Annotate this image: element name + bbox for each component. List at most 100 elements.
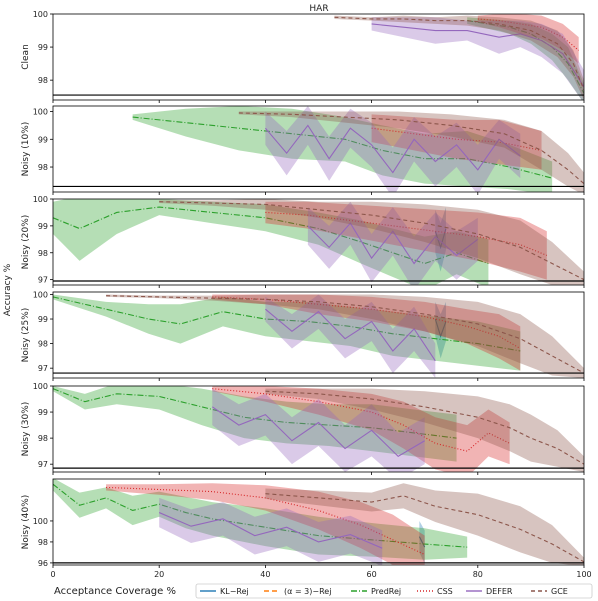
figure-title: HAR xyxy=(309,4,328,14)
series-line-CSS xyxy=(106,486,425,556)
series-band-CSS xyxy=(477,14,579,64)
x-tick-label: 80 xyxy=(473,570,483,579)
legend-label: GCE xyxy=(551,587,568,596)
series-band-GCE xyxy=(265,483,584,565)
y-tick-label: 98 xyxy=(38,434,48,443)
panel-ylabel: Noisy (10%) xyxy=(21,122,31,177)
y-tick-label: 98 xyxy=(38,249,48,258)
legend-label: CSS xyxy=(437,587,453,596)
x-tick-label: 0 xyxy=(50,570,55,579)
series-line-CSS xyxy=(212,296,521,349)
series-line-KL−Rej xyxy=(434,228,447,250)
series-band-CSS xyxy=(212,294,521,371)
series-line-DEFER xyxy=(158,512,383,549)
panel-plot-area xyxy=(53,294,584,378)
series-line-KL−Rej xyxy=(418,536,426,548)
series-line-PredRej xyxy=(53,483,468,548)
panel-ylabel: Noisy (40%) xyxy=(21,495,31,550)
legend-label: (α = 3)−Rej xyxy=(284,587,331,596)
y-tick-label: 99 xyxy=(38,135,48,144)
series-band-GCE xyxy=(238,111,584,192)
series-line-PredRej xyxy=(53,388,457,439)
series-band-KL−Rej xyxy=(435,207,446,272)
series-band-CSS xyxy=(371,114,542,170)
panel-ylabel: Clean xyxy=(21,44,31,70)
x-tick-label: 40 xyxy=(260,570,270,579)
series-line-GCE xyxy=(159,201,584,281)
y-tick-label: 100 xyxy=(33,517,48,526)
y-tick-label: 97 xyxy=(38,460,48,469)
series-line-CSS xyxy=(265,211,548,256)
series-line-GCE xyxy=(265,493,584,563)
series-band-DEFER xyxy=(212,388,425,472)
series-band-GCE xyxy=(334,15,584,100)
series-line-DEFER xyxy=(265,308,436,362)
series-line-GCE xyxy=(106,295,584,374)
y-tick-label: 100 xyxy=(33,10,48,19)
panel-3: 97 98 99 100 Noisy (20%) xyxy=(21,195,585,288)
series-band-DEFER xyxy=(371,17,584,100)
panel-ylabel: Noisy (25%) xyxy=(21,308,31,363)
y-tick-label: 100 xyxy=(33,382,48,391)
x-tick-label: 60 xyxy=(367,570,377,579)
panel-ylabel: Noisy (30%) xyxy=(21,402,31,457)
series-line-PredRej xyxy=(467,20,584,94)
series-line-PredRej xyxy=(132,116,553,179)
y-tick-label: 99 xyxy=(38,222,48,231)
series-band-PredRej xyxy=(132,106,553,192)
y-tick-label: 99 xyxy=(38,315,48,324)
series-line-GCE xyxy=(334,16,584,91)
series-line-DEFER xyxy=(371,23,584,88)
panel-frame xyxy=(52,291,585,379)
y-tick-label: 96 xyxy=(38,559,48,568)
panel-plot-area xyxy=(53,479,584,565)
x-tick-label: 100 xyxy=(576,570,591,579)
series-line-DEFER xyxy=(307,222,479,265)
series-band-GCE xyxy=(106,294,584,378)
x-tick-label: 20 xyxy=(154,570,164,579)
legend-label: DEFER xyxy=(486,587,513,596)
x-axis-label: Acceptance Coverage % xyxy=(54,586,176,597)
panel-ylabel: Noisy (20%) xyxy=(21,215,31,270)
series-line-DEFER xyxy=(264,124,521,174)
y-tick-label: 100 xyxy=(33,290,48,299)
series-band-PredRej xyxy=(53,294,521,371)
panel-plot-area xyxy=(334,14,584,100)
series-line-GCE xyxy=(238,112,584,185)
y-tick-label: 99 xyxy=(38,43,48,52)
legend-label: PredRej xyxy=(371,587,401,596)
y-tick-label: 100 xyxy=(33,108,48,117)
series-band-CSS xyxy=(265,201,547,280)
series-band-PredRej xyxy=(53,479,468,560)
series-band-PredRej xyxy=(467,17,584,100)
legend-frame xyxy=(195,583,593,599)
y-tick-label: 98 xyxy=(38,538,48,547)
series-line-PredRej xyxy=(53,296,521,352)
panel-plot-area xyxy=(53,199,584,285)
y-tick-label: 97 xyxy=(38,276,48,285)
y-tick-label: 98 xyxy=(38,340,48,349)
series-line-KL−Rej xyxy=(434,318,447,338)
y-tick-label: 99 xyxy=(38,408,48,417)
series-band-GCE xyxy=(265,388,584,472)
series-band-CSS xyxy=(106,483,425,565)
panel-frame xyxy=(52,13,585,101)
y-tick-label: 98 xyxy=(38,163,48,172)
legend-label: KL−Rej xyxy=(220,587,249,596)
panel-frame xyxy=(52,198,585,286)
series-line-GCE xyxy=(265,390,584,465)
series-band-KL−Rej xyxy=(435,301,446,359)
series-band-PredRej xyxy=(53,386,457,462)
series-band-PredRej xyxy=(53,199,489,285)
y-tick-label: 98 xyxy=(38,76,48,85)
series-line-PredRej xyxy=(53,206,489,265)
series-band-CSS xyxy=(212,386,510,472)
series-line-DEFER xyxy=(211,406,425,458)
series-band-GCE xyxy=(159,199,584,285)
series-band-DEFER xyxy=(265,294,436,378)
panel-frame xyxy=(52,478,585,566)
